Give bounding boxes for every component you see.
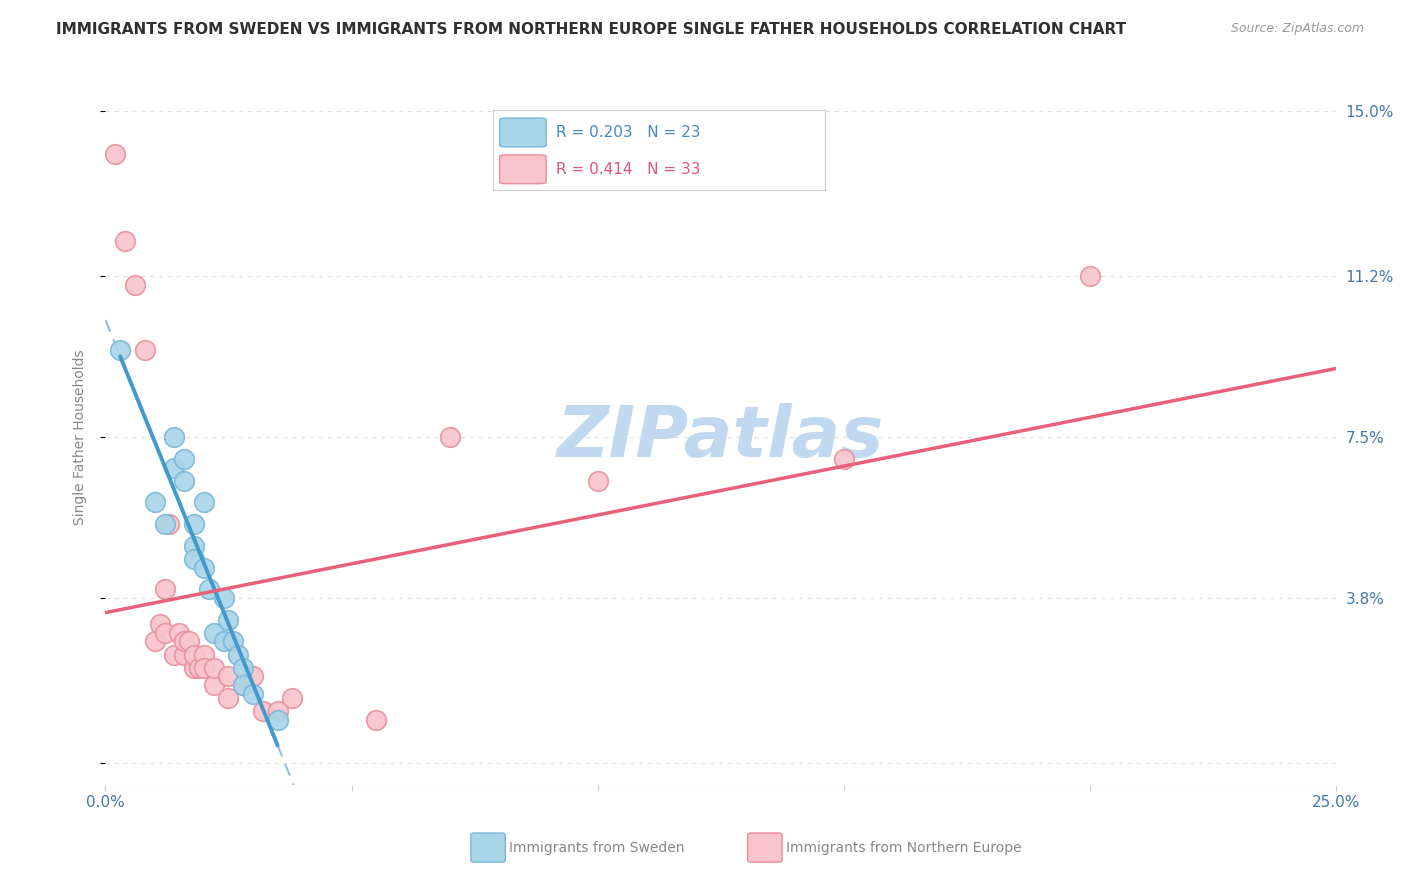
- Y-axis label: Single Father Households: Single Father Households: [73, 350, 87, 524]
- Text: Immigrants from Northern Europe: Immigrants from Northern Europe: [786, 840, 1021, 855]
- Point: [183, 539, 205, 553]
- Point: [124, 277, 146, 292]
- Point: [173, 474, 195, 488]
- Text: ZIPatlas: ZIPatlas: [557, 402, 884, 472]
- Point: [183, 660, 205, 674]
- Point: [232, 678, 254, 692]
- Point: [173, 634, 195, 648]
- Point: [110, 343, 132, 357]
- Point: [104, 147, 127, 161]
- Point: [197, 582, 221, 597]
- Point: [242, 687, 264, 701]
- Point: [153, 625, 176, 640]
- Text: Immigrants from Sweden: Immigrants from Sweden: [509, 840, 685, 855]
- Point: [212, 591, 235, 605]
- Text: Source: ZipAtlas.com: Source: ZipAtlas.com: [1230, 22, 1364, 36]
- Point: [439, 430, 461, 444]
- Point: [183, 516, 205, 531]
- Point: [183, 551, 205, 566]
- Point: [134, 343, 156, 357]
- Point: [193, 560, 215, 574]
- Point: [173, 648, 195, 662]
- FancyBboxPatch shape: [748, 833, 782, 863]
- Point: [153, 582, 176, 597]
- Point: [218, 690, 240, 705]
- Point: [193, 648, 215, 662]
- Point: [218, 613, 240, 627]
- FancyBboxPatch shape: [471, 833, 505, 863]
- Point: [153, 516, 176, 531]
- Point: [143, 634, 166, 648]
- Point: [222, 634, 245, 648]
- Point: [232, 660, 254, 674]
- Point: [193, 495, 215, 509]
- Point: [202, 625, 225, 640]
- Point: [366, 713, 388, 727]
- Point: [281, 690, 304, 705]
- Point: [143, 495, 166, 509]
- Text: IMMIGRANTS FROM SWEDEN VS IMMIGRANTS FROM NORTHERN EUROPE SINGLE FATHER HOUSEHOL: IMMIGRANTS FROM SWEDEN VS IMMIGRANTS FRO…: [56, 22, 1126, 37]
- Point: [173, 451, 195, 466]
- Point: [163, 430, 186, 444]
- Point: [159, 516, 180, 531]
- Point: [179, 634, 201, 648]
- Point: [212, 634, 235, 648]
- Point: [832, 451, 855, 466]
- Point: [242, 669, 264, 683]
- Point: [149, 617, 172, 632]
- Point: [1078, 269, 1101, 284]
- Point: [193, 660, 215, 674]
- Point: [228, 648, 250, 662]
- Point: [163, 460, 186, 475]
- Point: [169, 625, 191, 640]
- Point: [586, 474, 609, 488]
- Point: [218, 669, 240, 683]
- Point: [183, 648, 205, 662]
- Point: [188, 660, 211, 674]
- Point: [232, 678, 254, 692]
- Point: [202, 678, 225, 692]
- Point: [252, 704, 274, 718]
- Point: [267, 704, 290, 718]
- Point: [163, 648, 186, 662]
- Point: [202, 660, 225, 674]
- Point: [267, 713, 290, 727]
- Point: [114, 235, 136, 249]
